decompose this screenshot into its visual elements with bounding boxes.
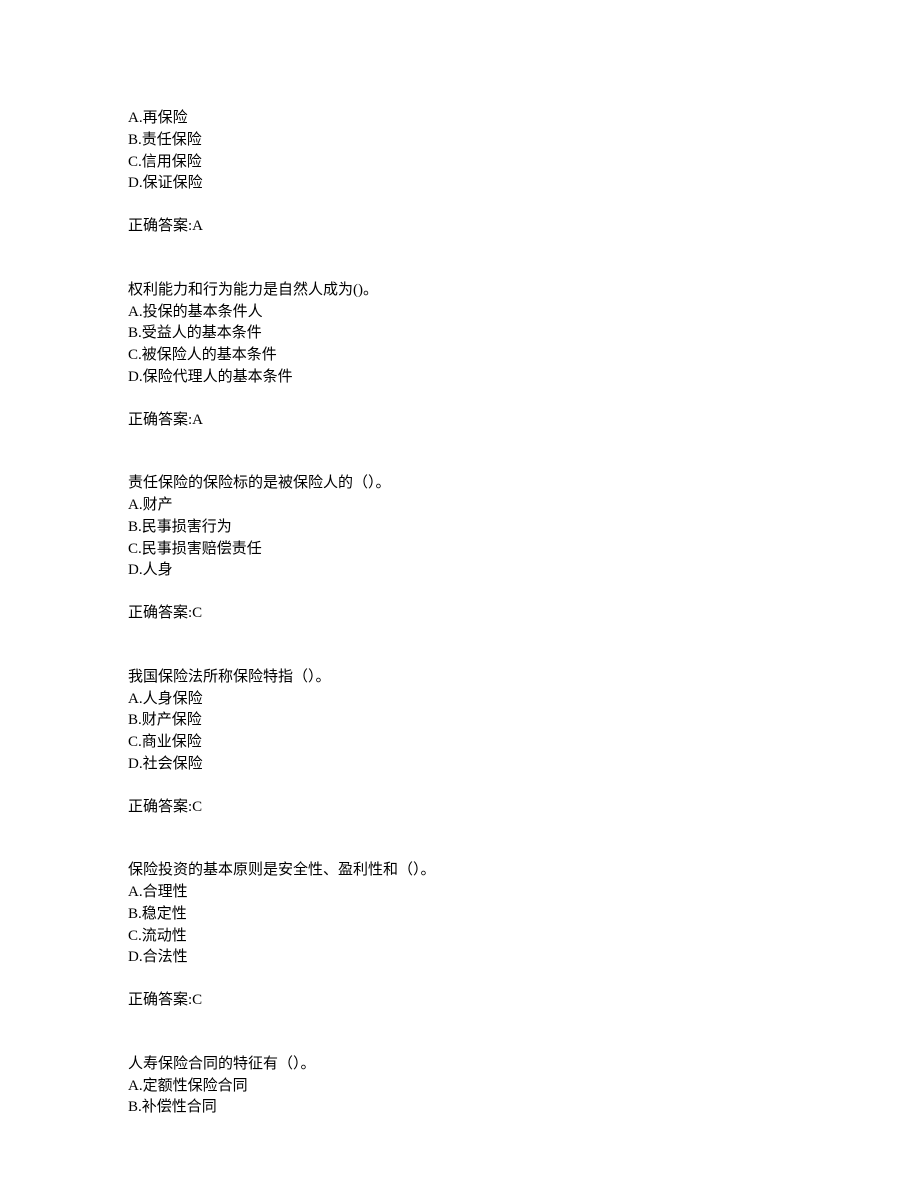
option: D.保证保险: [128, 173, 920, 195]
answer-label: 正确答案:C: [128, 797, 920, 819]
option: B.补偿性合同: [128, 1097, 920, 1119]
option: D.人身: [128, 560, 920, 582]
option: D.保险代理人的基本条件: [128, 367, 920, 389]
option: C.信用保险: [128, 152, 920, 174]
option: A.人身保险: [128, 689, 920, 711]
option: C.被保险人的基本条件: [128, 345, 920, 367]
option: D.合法性: [128, 947, 920, 969]
option: C.民事损害赔偿责任: [128, 539, 920, 561]
answer-label: 正确答案:C: [128, 603, 920, 625]
question-block: 权利能力和行为能力是自然人成为()。 A.投保的基本条件人 B.受益人的基本条件…: [128, 280, 920, 432]
option: C.商业保险: [128, 732, 920, 754]
option: B.责任保险: [128, 130, 920, 152]
question-block: A.再保险 B.责任保险 C.信用保险 D.保证保险 正确答案:A: [128, 108, 920, 238]
question-block: 责任保险的保险标的是被保险人的（）。 A.财产 B.民事损害行为 C.民事损害赔…: [128, 473, 920, 625]
question-block: 人寿保险合同的特征有（）。 A.定额性保险合同 B.补偿性合同: [128, 1054, 920, 1119]
option: B.稳定性: [128, 904, 920, 926]
option: B.受益人的基本条件: [128, 323, 920, 345]
question-stem: 责任保险的保险标的是被保险人的（）。: [128, 473, 920, 495]
option: A.合理性: [128, 882, 920, 904]
question-block: 我国保险法所称保险特指（）。 A.人身保险 B.财产保险 C.商业保险 D.社会…: [128, 667, 920, 819]
answer-label: 正确答案:C: [128, 990, 920, 1012]
answer-label: 正确答案:A: [128, 216, 920, 238]
option: B.财产保险: [128, 710, 920, 732]
option: D.社会保险: [128, 754, 920, 776]
question-stem: 权利能力和行为能力是自然人成为()。: [128, 280, 920, 302]
question-stem: 保险投资的基本原则是安全性、盈利性和（）。: [128, 860, 920, 882]
question-block: 保险投资的基本原则是安全性、盈利性和（）。 A.合理性 B.稳定性 C.流动性 …: [128, 860, 920, 1012]
option: C.流动性: [128, 926, 920, 948]
option: A.投保的基本条件人: [128, 302, 920, 324]
question-stem: 人寿保险合同的特征有（）。: [128, 1054, 920, 1076]
document-content: A.再保险 B.责任保险 C.信用保险 D.保证保险 正确答案:A 权利能力和行…: [0, 0, 920, 1119]
answer-label: 正确答案:A: [128, 410, 920, 432]
option: A.定额性保险合同: [128, 1076, 920, 1098]
option: A.再保险: [128, 108, 920, 130]
question-stem: 我国保险法所称保险特指（）。: [128, 667, 920, 689]
option: A.财产: [128, 495, 920, 517]
option: B.民事损害行为: [128, 517, 920, 539]
